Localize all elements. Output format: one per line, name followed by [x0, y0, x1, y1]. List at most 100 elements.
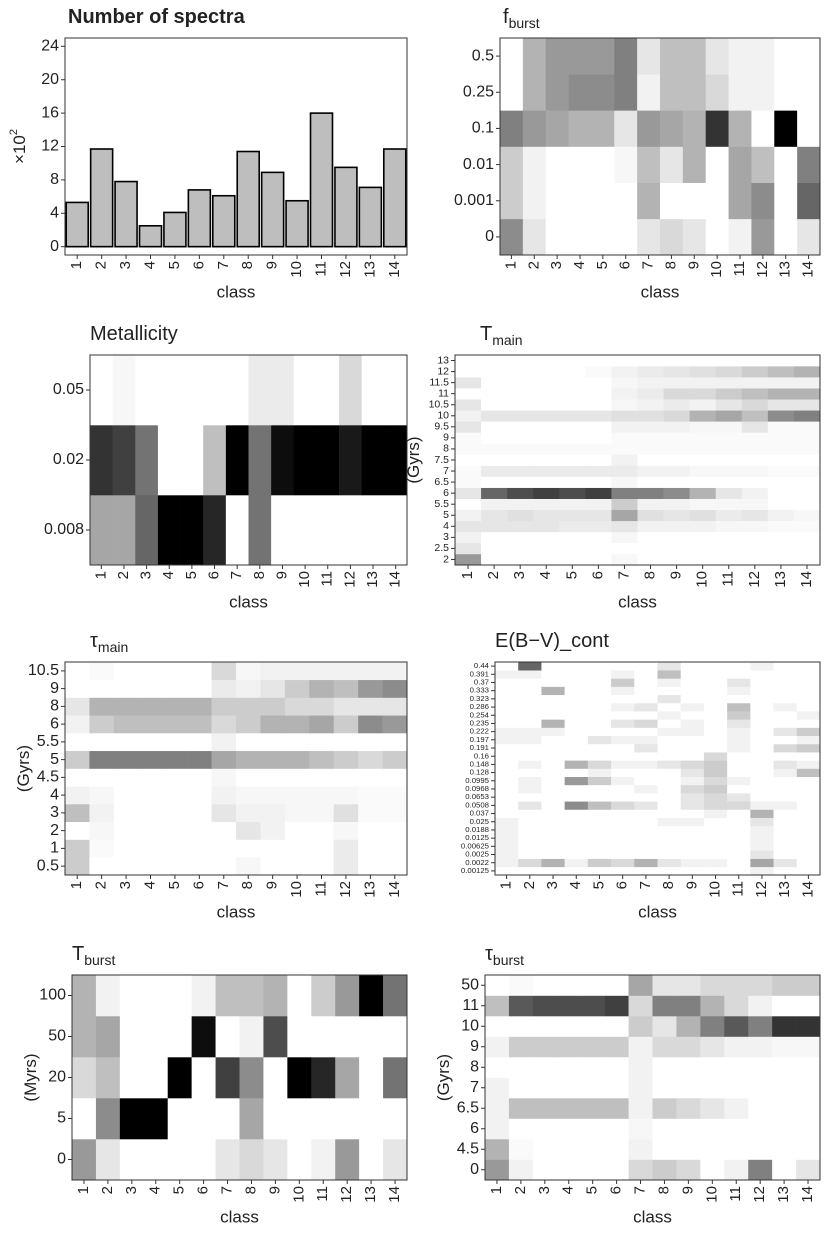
- heat-cell: [284, 839, 310, 858]
- heat-cell: [715, 553, 743, 566]
- heat-cell: [382, 821, 408, 840]
- heat-cell: [767, 465, 795, 477]
- x-tick-label: 11: [312, 881, 329, 897]
- heat-cell: [715, 366, 743, 378]
- heat-cell: [72, 1139, 97, 1181]
- heat-cell: [748, 995, 773, 1017]
- heat-cell: [703, 784, 728, 794]
- heat-cell: [750, 702, 774, 712]
- heat-cell: [611, 760, 635, 769]
- heat-cell: [481, 377, 508, 389]
- heat-cell: [637, 520, 664, 533]
- heat-cell: [703, 678, 728, 687]
- heat-cell: [508, 1098, 534, 1119]
- heat-cell: [225, 425, 249, 496]
- heat-cell: [203, 355, 227, 426]
- heat-cell: [703, 768, 728, 777]
- heat-cell: [700, 1077, 725, 1099]
- heat-cell: [773, 752, 798, 761]
- heat-cell: [751, 110, 775, 147]
- heat-cell: [89, 804, 115, 823]
- heat-cell: [611, 377, 638, 389]
- x-axis-label: class: [217, 282, 256, 301]
- x-tick-label: 12: [337, 881, 354, 898]
- heat-cell: [689, 542, 717, 555]
- heat-cell: [705, 38, 729, 75]
- heat-cell: [507, 476, 534, 488]
- x-tick-label: 12: [341, 571, 358, 588]
- heat-cell: [628, 995, 653, 1017]
- heat-cell: [604, 1036, 629, 1058]
- heat-cell: [481, 366, 508, 378]
- heat-cell: [518, 834, 542, 843]
- heat-cell: [611, 784, 635, 794]
- x-tick-label: 5: [183, 571, 200, 579]
- plot-frame: [494, 661, 821, 876]
- heat-cell: [333, 750, 359, 769]
- heat-cell: [564, 866, 589, 876]
- heat-cell: [796, 784, 821, 794]
- heat-cell: [533, 465, 560, 477]
- heat-cell: [500, 110, 524, 147]
- heat-cell: [559, 366, 586, 378]
- heat-cell: [587, 834, 612, 843]
- heat-cell: [485, 1139, 510, 1160]
- heat-cell: [637, 454, 664, 466]
- heat-cell: [507, 399, 534, 411]
- heat-cell: [236, 786, 261, 805]
- heat-cell: [495, 662, 519, 671]
- x-tick-label: 3: [123, 1186, 140, 1194]
- heat-cell: [634, 866, 658, 876]
- x-tick-label: 13: [361, 261, 378, 278]
- heat-cell: [741, 509, 769, 522]
- heat-cell: [796, 752, 821, 761]
- heat-cell: [634, 686, 658, 696]
- x-tick-label: 4: [560, 1186, 577, 1194]
- heat-cell: [587, 711, 612, 720]
- heat-cell: [767, 410, 795, 422]
- heat-cell: [796, 1098, 821, 1119]
- heat-cell: [541, 793, 565, 802]
- heat-cell: [564, 842, 589, 851]
- y-axis-label: (Myrs): [21, 1053, 40, 1101]
- heat-cell: [162, 839, 188, 858]
- title-sub: burst: [84, 952, 115, 968]
- heat-cell: [680, 743, 705, 753]
- heat-cell: [585, 465, 612, 477]
- heat-cell: [545, 146, 569, 183]
- heat-cell: [652, 1077, 677, 1099]
- heat-cell: [796, 727, 821, 737]
- heat-cell: [518, 768, 542, 777]
- heat-cell: [750, 809, 774, 818]
- heat-cell: [211, 750, 237, 769]
- heat-cell: [727, 727, 751, 737]
- heat-cell: [260, 715, 286, 734]
- heat-cell: [663, 410, 690, 422]
- x-tick-label: 13: [776, 881, 793, 898]
- heat-cell: [793, 498, 821, 511]
- heat-cell: [580, 975, 605, 996]
- heat-cell: [663, 498, 690, 511]
- heat-cell: [157, 355, 181, 426]
- y-tick-label: 20: [41, 71, 59, 88]
- y-tick-label: 0.25: [463, 83, 494, 100]
- heat-cell: [72, 1098, 97, 1140]
- y-label-main: ×10: [10, 135, 29, 164]
- heat-cell: [518, 801, 542, 810]
- heat-cell: [580, 1159, 605, 1181]
- x-axis-label: class: [220, 1207, 259, 1226]
- heat-cell: [455, 498, 482, 511]
- heat-cell: [545, 38, 569, 75]
- heat-cell: [797, 146, 821, 183]
- heat-cell: [634, 727, 658, 737]
- heat-cell: [796, 1118, 821, 1140]
- heat-cell: [741, 520, 769, 533]
- heat-cell: [455, 454, 482, 466]
- heat-cell: [703, 817, 728, 827]
- heat-cell: [287, 1016, 312, 1058]
- heat-cell: [248, 495, 272, 566]
- heat-cell: [680, 670, 705, 679]
- heat-cell: [587, 858, 612, 868]
- heat-cell: [585, 542, 612, 555]
- y-tick-label: 0.254: [470, 710, 490, 719]
